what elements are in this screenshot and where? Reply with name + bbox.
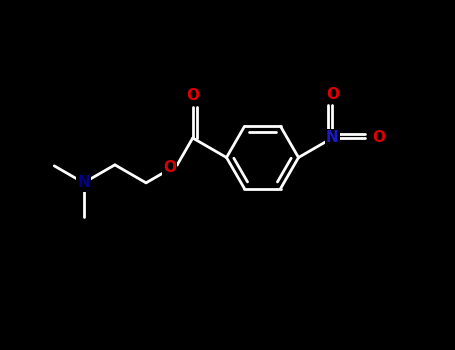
Text: O: O [326,87,339,102]
Text: N: N [326,131,339,146]
Text: N: N [77,175,90,190]
Text: O: O [186,89,199,104]
Text: O: O [163,160,176,175]
Text: O: O [372,131,385,146]
